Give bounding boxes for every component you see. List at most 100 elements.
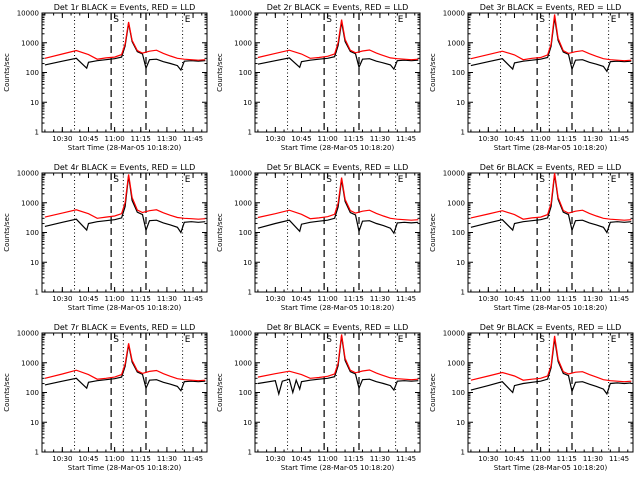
x-tick-label: 11:30 xyxy=(157,455,177,463)
x-tick-label: 11:30 xyxy=(370,455,390,463)
interval-flag: E xyxy=(611,335,617,345)
chart-panel: Det 8r BLACK = Events, RED = LLD 1 10 100 10… xyxy=(216,323,421,472)
y-tick-label: 10 xyxy=(456,419,465,427)
y-tick-label: 1000 xyxy=(21,199,39,207)
y-tick-label: 10 xyxy=(456,259,465,267)
x-tick-label: 11:45 xyxy=(609,295,629,303)
x-axis-label: Start Time (28-Mar-05 10:18:20) xyxy=(281,464,395,472)
x-tick-label: 11:30 xyxy=(157,135,177,143)
y-tick-label: 1000 xyxy=(447,199,465,207)
series-line xyxy=(470,14,632,62)
series-line xyxy=(470,174,632,234)
x-tick-label: 11:45 xyxy=(396,295,416,303)
y-tick-label: 1 xyxy=(248,289,252,297)
chart-panel: Det 6r BLACK = Events, RED = LLD 1 10 100 10… xyxy=(429,163,634,312)
interval-flag: S xyxy=(113,15,119,25)
y-tick-label: 10000 xyxy=(230,170,252,178)
interval-flag: S xyxy=(539,335,545,345)
chart-title: Det 1r BLACK = Events, RED = LLD xyxy=(54,3,196,12)
x-axis-label: Start Time (28-Mar-05 10:18:20) xyxy=(68,304,182,312)
y-tick-label: 100 xyxy=(26,389,39,397)
y-tick-label: 100 xyxy=(239,69,252,77)
interval-flag: E xyxy=(185,175,191,185)
y-axis-label: Counts/sec xyxy=(216,53,224,92)
y-tick-label: 1000 xyxy=(447,359,465,367)
y-tick-label: 100 xyxy=(452,229,465,237)
x-tick-label: 11:30 xyxy=(583,135,603,143)
x-tick-label: 11:45 xyxy=(183,455,203,463)
chart-title: Det 9r BLACK = Events, RED = LLD xyxy=(480,323,622,332)
x-tick-label: 10:45 xyxy=(504,295,524,303)
interval-flag: S xyxy=(539,15,545,25)
x-tick-label: 10:30 xyxy=(265,455,285,463)
y-axis-label: Counts/sec xyxy=(429,373,437,412)
y-axis-label: Counts/sec xyxy=(216,213,224,252)
y-tick-label: 10 xyxy=(243,99,252,107)
interval-flag: E xyxy=(398,175,404,185)
interval-flag: S xyxy=(326,15,332,25)
x-tick-label: 11:45 xyxy=(183,295,203,303)
interval-flag: S xyxy=(326,335,332,345)
x-tick-label: 11:00 xyxy=(318,455,338,463)
series-line xyxy=(470,172,632,221)
x-tick-label: 11:45 xyxy=(183,135,203,143)
x-tick-label: 11:00 xyxy=(531,135,551,143)
series-line xyxy=(470,17,632,73)
y-tick-label: 10 xyxy=(243,259,252,267)
y-tick-label: 1 xyxy=(35,289,39,297)
x-tick-label: 11:00 xyxy=(531,455,551,463)
chart-title: Det 4r BLACK = Events, RED = LLD xyxy=(54,163,196,172)
series-line xyxy=(257,179,419,235)
chart-title: Det 8r BLACK = Events, RED = LLD xyxy=(267,323,409,332)
x-tick-label: 11:45 xyxy=(609,135,629,143)
series-line xyxy=(44,343,206,382)
y-axis-label: Counts/sec xyxy=(429,53,437,92)
x-tick-label: 10:45 xyxy=(504,455,524,463)
y-axis-label: Counts/sec xyxy=(216,373,224,412)
y-tick-label: 1 xyxy=(35,449,39,457)
interval-flag: S xyxy=(113,335,119,345)
x-tick-label: 11:30 xyxy=(583,295,603,303)
y-tick-label: 10 xyxy=(30,419,39,427)
x-axis-label: Start Time (28-Mar-05 10:18:20) xyxy=(281,144,395,152)
x-tick-label: 10:30 xyxy=(52,455,72,463)
y-tick-label: 1 xyxy=(461,289,465,297)
y-tick-label: 10000 xyxy=(230,330,252,338)
x-tick-label: 11:00 xyxy=(318,295,338,303)
chart-title: Det 6r BLACK = Events, RED = LLD xyxy=(480,163,622,172)
x-tick-label: 10:45 xyxy=(291,135,311,143)
x-tick-label: 10:45 xyxy=(504,135,524,143)
y-tick-label: 10000 xyxy=(443,330,465,338)
x-tick-label: 10:30 xyxy=(478,135,498,143)
x-tick-label: 11:30 xyxy=(583,455,603,463)
y-tick-label: 1 xyxy=(461,129,465,137)
x-tick-label: 10:30 xyxy=(52,135,72,143)
y-tick-label: 10000 xyxy=(17,170,39,178)
chart-panel: Det 2r BLACK = Events, RED = LLD 1 10 100 10… xyxy=(216,3,421,152)
series-line xyxy=(470,338,632,396)
series-line xyxy=(44,175,206,234)
y-tick-label: 1000 xyxy=(21,39,39,47)
x-axis-label: Start Time (28-Mar-05 10:18:20) xyxy=(494,304,608,312)
interval-flag: S xyxy=(113,175,119,185)
x-tick-label: 10:30 xyxy=(478,455,498,463)
chart-title: Det 5r BLACK = Events, RED = LLD xyxy=(267,163,409,172)
interval-flag: E xyxy=(611,175,617,185)
y-tick-label: 10 xyxy=(30,99,39,107)
x-tick-label: 11:00 xyxy=(531,295,551,303)
chart-panel: Det 5r BLACK = Events, RED = LLD 1 10 100 10… xyxy=(216,163,421,312)
y-tick-label: 100 xyxy=(239,389,252,397)
y-tick-label: 1 xyxy=(461,449,465,457)
chart-title: Det 2r BLACK = Events, RED = LLD xyxy=(267,3,409,12)
x-tick-label: 10:45 xyxy=(78,455,98,463)
x-tick-label: 11:00 xyxy=(105,295,125,303)
y-tick-label: 1000 xyxy=(234,359,252,367)
y-tick-label: 10000 xyxy=(17,10,39,18)
y-axis-label: Counts/sec xyxy=(3,53,11,92)
x-tick-label: 10:45 xyxy=(291,295,311,303)
y-tick-label: 100 xyxy=(239,229,252,237)
x-tick-label: 11:30 xyxy=(370,135,390,143)
x-tick-label: 10:45 xyxy=(78,295,98,303)
x-axis-label: Start Time (28-Mar-05 10:18:20) xyxy=(494,144,608,152)
x-tick-label: 11:15 xyxy=(131,295,151,303)
